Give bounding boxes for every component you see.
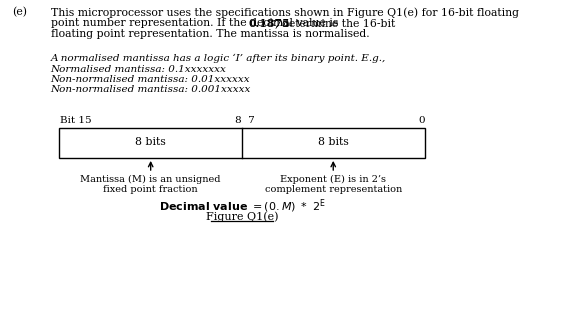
Text: 8 bits: 8 bits xyxy=(318,137,349,147)
Text: floating point representation. The mantissa is normalised.: floating point representation. The manti… xyxy=(51,29,369,39)
Text: 0.1875: 0.1875 xyxy=(249,18,290,29)
Text: Normalised mantissa: 0.1xxxxxxx: Normalised mantissa: 0.1xxxxxxx xyxy=(51,65,226,73)
Text: 0: 0 xyxy=(418,116,424,125)
Text: Bit 15: Bit 15 xyxy=(60,116,92,125)
Bar xyxy=(59,128,424,158)
Text: This microprocessor uses the specifications shown in Figure Q1(e) for 16-bit flo: This microprocessor uses the specificati… xyxy=(51,7,519,18)
Text: 8  7: 8 7 xyxy=(235,116,255,125)
Text: Exponent (E) is in 2’s: Exponent (E) is in 2’s xyxy=(281,175,386,184)
Text: $\bf{Decimal\ value}$ $= (0.M)\ *\ 2^{\rm{E}}$: $\bf{Decimal\ value}$ $= (0.M)\ *\ 2^{\r… xyxy=(159,197,325,215)
Text: Non-normalised mantissa: 0.01xxxxxx: Non-normalised mantissa: 0.01xxxxxx xyxy=(51,75,250,84)
Text: Figure Q1(e): Figure Q1(e) xyxy=(206,211,278,222)
Text: , determine the 16-bit: , determine the 16-bit xyxy=(275,18,395,28)
Text: (e): (e) xyxy=(12,7,27,17)
Text: complement representation: complement representation xyxy=(265,185,402,194)
Text: Mantissa (M) is an unsigned: Mantissa (M) is an unsigned xyxy=(80,175,221,184)
Text: point number representation. If the decimal value is: point number representation. If the deci… xyxy=(51,18,341,28)
Text: 8 bits: 8 bits xyxy=(135,137,166,147)
Text: A normalised mantissa has a logic ‘I’ after its binary point. E.g.,: A normalised mantissa has a logic ‘I’ af… xyxy=(51,54,386,63)
Text: fixed point fraction: fixed point fraction xyxy=(104,185,198,194)
Text: Non-normalised mantissa: 0.001xxxxx: Non-normalised mantissa: 0.001xxxxx xyxy=(51,85,251,95)
